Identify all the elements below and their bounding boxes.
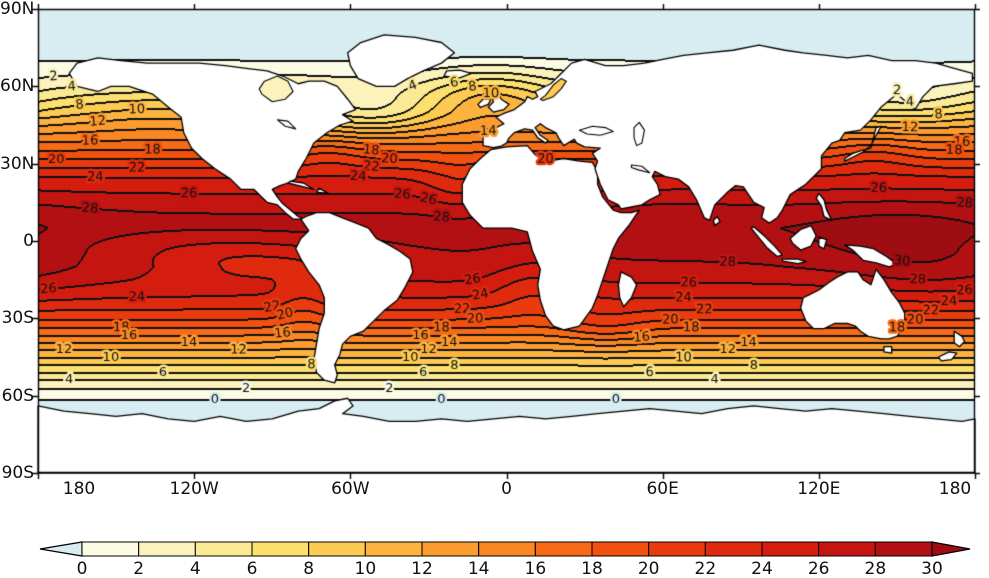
- colorbar-segment-20-22: [648, 541, 706, 557]
- colorbar-segment-8-10: [308, 541, 366, 557]
- colorbar-tick-label-24: 24: [751, 559, 773, 578]
- colorbar-tick-label-8: 8: [303, 559, 314, 578]
- colorbar-segment-12-14: [421, 541, 480, 557]
- colorbar-tick-label-12: 12: [411, 559, 433, 578]
- colorbar-segment-14-16: [478, 541, 536, 557]
- colorbar-tick-label-16: 16: [525, 559, 547, 578]
- colorbar-tick-label-18: 18: [581, 559, 603, 578]
- colorbar-tick-label-4: 4: [190, 559, 201, 578]
- colorbar-segment-26-28: [818, 541, 876, 557]
- colorbar-segment-28-30: [874, 541, 933, 557]
- colorbar: 0 2 4 6 8 10 12 14 16 18 20 22 24 26 28 30: [39, 541, 971, 578]
- colorbar-tick-label-14: 14: [468, 559, 490, 578]
- colorbar-segment-22-24: [704, 541, 763, 557]
- colorbar-under-arrow: [39, 541, 83, 557]
- world-sst-map-canvas: [0, 0, 989, 530]
- colorbar-segment-2-4: [138, 541, 196, 557]
- colorbar-tick-label-28: 28: [865, 559, 887, 578]
- colorbar-tick-label-10: 10: [355, 559, 377, 578]
- colorbar-segment-6-8: [251, 541, 310, 557]
- colorbar-tick-label-6: 6: [247, 559, 258, 578]
- colorbar-segment-4-6: [194, 541, 253, 557]
- colorbar-segment-0-2: [81, 541, 140, 557]
- colorbar-tick-label-26: 26: [808, 559, 830, 578]
- colorbar-segment-10-12: [364, 541, 423, 557]
- colorbar-segment-16-18: [534, 541, 593, 557]
- colorbar-tick-label-30: 30: [921, 559, 943, 578]
- colorbar-segment-24-26: [761, 541, 820, 557]
- colorbar-tick-label-22: 22: [695, 559, 717, 578]
- colorbar-tick-label-0: 0: [77, 559, 88, 578]
- colorbar-over-arrow: [931, 541, 971, 557]
- colorbar-tick-label-20: 20: [638, 559, 660, 578]
- colorbar-tick-label-2: 2: [133, 559, 144, 578]
- colorbar-segment-18-20: [591, 541, 650, 557]
